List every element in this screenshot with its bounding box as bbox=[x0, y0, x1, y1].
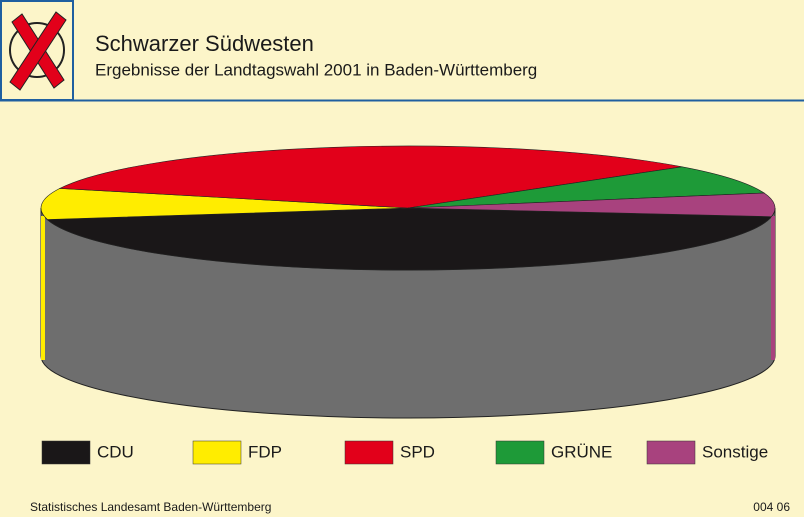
pie-side-edge bbox=[41, 216, 45, 360]
legend-swatch bbox=[495, 440, 545, 465]
chart-subtitle: Ergebnisse der Landtagswahl 2001 in Bade… bbox=[95, 60, 537, 79]
legend-swatch bbox=[344, 440, 394, 465]
legend-swatch bbox=[646, 440, 696, 465]
pie-slice bbox=[40, 188, 409, 220]
legend-label: SPD bbox=[400, 442, 435, 461]
legend-swatch bbox=[192, 440, 242, 465]
legend-swatch bbox=[41, 440, 91, 465]
legend-label: GRÜNE bbox=[551, 442, 612, 461]
chart-title: Schwarzer Südwesten bbox=[95, 31, 314, 56]
pie-side-edge bbox=[771, 216, 775, 360]
chart-code: 004 06 bbox=[753, 500, 790, 514]
legend-label: FDP bbox=[248, 442, 282, 461]
pie-slice bbox=[46, 207, 773, 271]
legend-label: CDU bbox=[97, 442, 134, 461]
pie-slice bbox=[58, 145, 683, 209]
logo bbox=[0, 0, 74, 101]
source: Statistisches Landesamt Baden-Württember… bbox=[30, 500, 271, 514]
legend-label: Sonstige bbox=[702, 442, 768, 461]
pie-slice bbox=[407, 166, 766, 209]
pie-slice bbox=[407, 192, 776, 217]
